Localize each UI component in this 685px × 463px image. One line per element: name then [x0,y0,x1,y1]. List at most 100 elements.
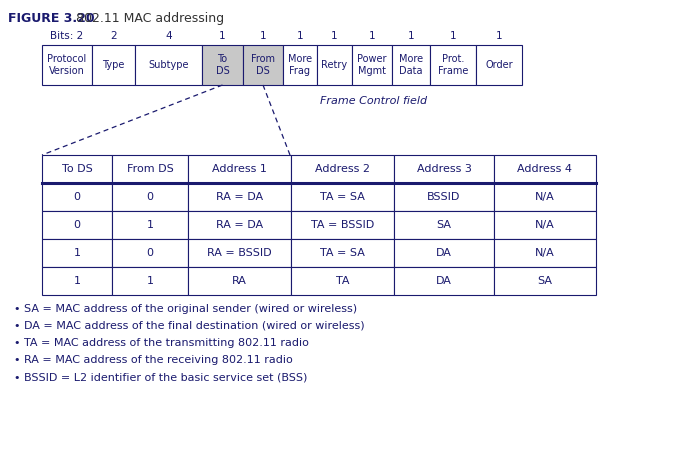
Bar [135,45,202,85]
Bar [394,239,494,267]
Text: To
DS: To DS [216,54,229,76]
Text: Bits: 2: Bits: 2 [51,31,84,41]
Bar [394,155,494,183]
Bar [188,239,291,267]
Bar [430,45,476,85]
Text: 1: 1 [147,276,153,286]
Bar [283,45,317,85]
Bar [291,267,394,295]
Bar [476,45,522,85]
Text: 4: 4 [165,31,172,41]
Text: 1: 1 [496,31,502,41]
Text: Address 3: Address 3 [416,164,471,174]
Text: 0: 0 [147,248,153,258]
Text: RA = DA: RA = DA [216,192,263,202]
Text: More
Frag: More Frag [288,54,312,76]
Text: 1: 1 [73,276,81,286]
Text: Subtype: Subtype [148,60,189,70]
Bar [188,155,291,183]
Bar [494,211,596,239]
Text: N/A: N/A [535,192,555,202]
Text: 1: 1 [73,248,81,258]
Text: From DS: From DS [127,164,173,174]
Bar [494,239,596,267]
Text: 0: 0 [73,192,81,202]
Text: N/A: N/A [535,248,555,258]
Text: TA: TA [336,276,349,286]
Bar [112,183,188,211]
Text: 1: 1 [147,220,153,230]
Bar [112,239,188,267]
Bar [42,183,112,211]
Text: Order: Order [485,60,513,70]
Text: Protocol
Version: Protocol Version [47,54,86,76]
Text: • TA = MAC address of the transmitting 802.11 radio: • TA = MAC address of the transmitting 8… [14,338,309,348]
Bar [352,45,392,85]
Text: 0: 0 [147,192,153,202]
Text: FIGURE 3.20: FIGURE 3.20 [8,12,95,25]
Text: 802.11 MAC addressing: 802.11 MAC addressing [76,12,224,25]
Bar [42,267,112,295]
Text: TA = BSSID: TA = BSSID [311,220,374,230]
Bar [42,211,112,239]
Bar [291,239,394,267]
Text: RA = BSSID: RA = BSSID [207,248,272,258]
Text: Prot.
Frame: Prot. Frame [438,54,468,76]
Text: SA: SA [436,220,451,230]
Bar [494,183,596,211]
Text: • DA = MAC address of the final destination (wired or wireless): • DA = MAC address of the final destinat… [14,321,364,331]
Bar [392,45,430,85]
Bar [112,211,188,239]
Bar [291,211,394,239]
Text: N/A: N/A [535,220,555,230]
Bar [317,45,352,85]
Bar [112,155,188,183]
Bar [291,155,394,183]
Text: Type: Type [102,60,125,70]
Text: From
DS: From DS [251,54,275,76]
Bar [42,239,112,267]
Text: Address 4: Address 4 [517,164,573,174]
Bar [188,211,291,239]
Text: 1: 1 [219,31,226,41]
Bar [188,183,291,211]
Text: Address 2: Address 2 [315,164,370,174]
Bar [494,267,596,295]
Bar [188,267,291,295]
Text: 1: 1 [297,31,303,41]
Text: 2: 2 [110,31,117,41]
Text: 1: 1 [449,31,456,41]
Text: 1: 1 [260,31,266,41]
Bar [112,267,188,295]
Bar [243,45,283,85]
Text: SA: SA [538,276,553,286]
Text: DA: DA [436,276,452,286]
Text: Power
Mgmt: Power Mgmt [358,54,387,76]
Text: RA = DA: RA = DA [216,220,263,230]
Text: Address 1: Address 1 [212,164,267,174]
Bar [291,183,394,211]
Bar [394,183,494,211]
Bar [42,155,112,183]
Text: To DS: To DS [62,164,92,174]
Text: Frame Control field: Frame Control field [320,96,427,106]
Text: BSSID: BSSID [427,192,461,202]
Text: More
Data: More Data [399,54,423,76]
Bar [394,267,494,295]
Text: 0: 0 [73,220,81,230]
Text: 1: 1 [369,31,375,41]
Bar [92,45,135,85]
Text: TA = SA: TA = SA [320,192,365,202]
Text: • BSSID = L2 identifier of the basic service set (BSS): • BSSID = L2 identifier of the basic ser… [14,372,308,382]
Text: • RA = MAC address of the receiving 802.11 radio: • RA = MAC address of the receiving 802.… [14,355,292,365]
Text: TA = SA: TA = SA [320,248,365,258]
Bar [202,45,243,85]
Text: DA: DA [436,248,452,258]
Text: Retry: Retry [321,60,347,70]
Bar [42,45,92,85]
Bar [494,155,596,183]
Text: RA: RA [232,276,247,286]
Bar [394,211,494,239]
Text: 1: 1 [331,31,338,41]
Text: • SA = MAC address of the original sender (wired or wireless): • SA = MAC address of the original sende… [14,304,357,314]
